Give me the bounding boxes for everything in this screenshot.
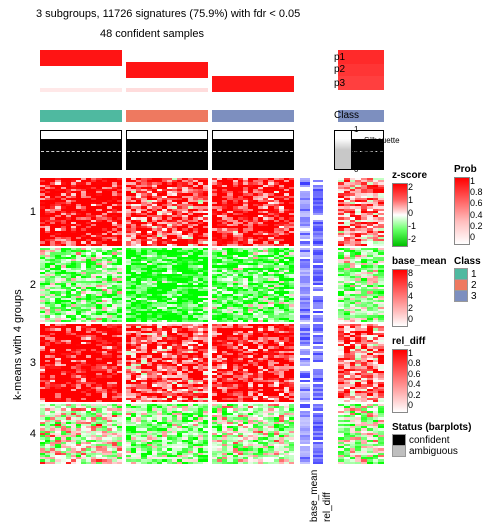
title-main: 3 subgroups, 11726 signatures (75.9%) wi… <box>36 8 300 20</box>
row-group-label: 3 <box>22 357 36 369</box>
base-mean-col <box>300 178 310 246</box>
p-bar-high <box>126 62 208 78</box>
title-sub: 48 confident samples <box>100 28 204 40</box>
legend-class: Class123 <box>454 256 481 302</box>
rel-diff-col <box>313 178 323 246</box>
legend-prob: Prob10.80.60.40.20 <box>454 164 477 245</box>
annot-label-class: Class <box>334 110 359 121</box>
legend-rel-diff: rel_diff10.80.60.40.20 <box>392 336 425 413</box>
rel-diff-col <box>313 324 323 402</box>
row-group-label: 4 <box>22 428 36 440</box>
class-bar <box>126 110 208 122</box>
legend-base-mean: base_mean86420 <box>392 256 446 327</box>
silhouette-tick: 0 <box>354 165 358 174</box>
base-mean-col <box>300 324 310 402</box>
rel-diff-label: rel_diff <box>322 492 333 522</box>
silhouette-legend-box <box>334 130 352 170</box>
heatmap-panel <box>40 248 122 322</box>
p-bar-high <box>212 76 294 92</box>
right-heatmap-panel <box>338 248 384 322</box>
heatmap-panel <box>126 404 208 464</box>
heatmap-panel <box>212 248 294 322</box>
silhouette-tick: 1 <box>354 125 358 134</box>
heatmap-panel <box>126 178 208 246</box>
row-group-label: 2 <box>22 279 36 291</box>
heatmap-panel <box>40 178 122 246</box>
annot-label-p2: p2 <box>334 64 345 75</box>
heatmap-panel <box>212 324 294 402</box>
base-mean-col <box>300 404 310 464</box>
p-bar-low <box>40 88 122 92</box>
right-heatmap-panel <box>338 178 384 246</box>
right-heatmap-panel <box>338 404 384 464</box>
heatmap-panel <box>126 324 208 402</box>
rel-diff-col <box>313 404 323 464</box>
class-bar <box>212 110 294 122</box>
legend-status: Status (barplots)confidentambiguous <box>392 422 471 457</box>
heatmap-panel <box>126 248 208 322</box>
p-bar-high <box>40 50 122 66</box>
base-mean-col <box>300 248 310 322</box>
silhouette-box <box>40 130 122 170</box>
heatmap-panel <box>40 404 122 464</box>
p-bar-low <box>126 88 208 92</box>
heatmap-panel <box>212 178 294 246</box>
class-bar <box>40 110 122 122</box>
y-axis-label: k-means with 4 groups <box>12 289 24 400</box>
right-heatmap-panel <box>338 324 384 402</box>
base-mean-label: base_mean <box>309 470 320 522</box>
annot-label-p3: p3 <box>334 78 345 89</box>
legend-z-score: z-score210-1-2 <box>392 170 427 247</box>
row-group-label: 1 <box>22 206 36 218</box>
annot-label-p1: p1 <box>334 52 345 63</box>
heatmap-panel <box>40 324 122 402</box>
silhouette-box <box>126 130 208 170</box>
heatmap-panel <box>212 404 294 464</box>
silhouette-box <box>212 130 294 170</box>
silhouette-legend-label: Silhouettescore <box>364 136 400 154</box>
rel-diff-col <box>313 248 323 322</box>
